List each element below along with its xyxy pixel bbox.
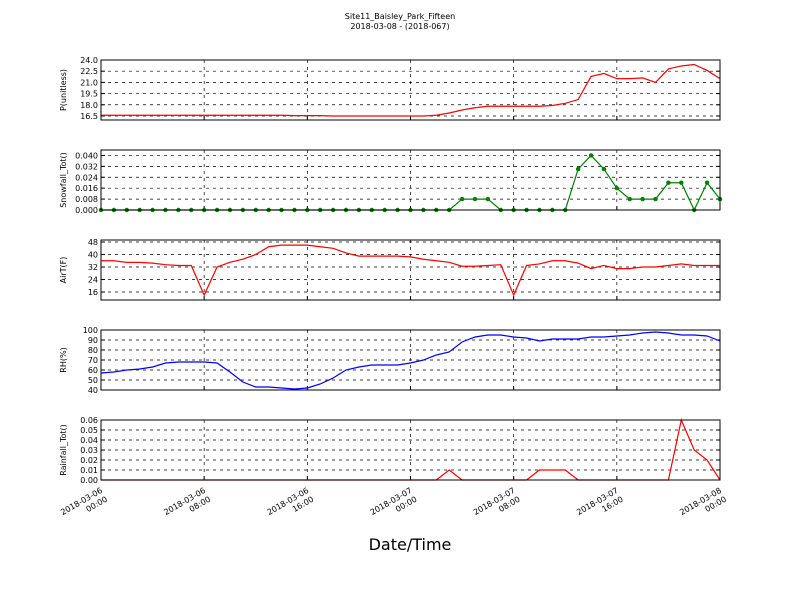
marker xyxy=(704,180,710,185)
y-tick-label: 0.01 xyxy=(80,466,98,475)
y-tick-label: 40 xyxy=(88,386,98,395)
y-tick-label: 0.040 xyxy=(75,151,98,160)
marker xyxy=(679,180,684,185)
x-tick-label: 2018-03-0716:00 xyxy=(575,486,625,526)
plot-frame xyxy=(100,329,721,391)
x-tick-label: 2018-03-0608:00 xyxy=(162,486,212,526)
marker xyxy=(575,166,581,172)
y-tick-label: 80 xyxy=(88,346,98,355)
y-tick-label: 48 xyxy=(88,238,98,247)
marker xyxy=(666,180,671,185)
plot-frame xyxy=(100,149,721,211)
marker xyxy=(601,166,607,172)
y-tick-label: 0.05 xyxy=(80,426,98,435)
x-tick-label: 2018-03-0800:00 xyxy=(678,486,728,526)
y-tick-label: 0.04 xyxy=(80,436,98,445)
y-tick-label: 50 xyxy=(88,376,98,385)
marker xyxy=(472,196,478,202)
marker xyxy=(627,196,632,202)
x-tick-label: 2018-03-0700:00 xyxy=(369,486,419,526)
plot-frame xyxy=(100,419,721,481)
y-tick-label: 0.032 xyxy=(75,162,98,171)
y-axis-label: Rainfall_Tot() xyxy=(59,424,68,476)
y-axis-label: P(unitless) xyxy=(59,69,68,111)
y-tick-label: 60 xyxy=(88,366,98,375)
marker xyxy=(614,185,620,191)
y-tick-label: 0.000 xyxy=(75,206,98,215)
y-tick-label: 0.008 xyxy=(75,195,98,204)
marker xyxy=(653,196,658,202)
y-tick-label: 18.0 xyxy=(80,101,98,110)
marker xyxy=(485,196,491,202)
y-tick-label: 22.5 xyxy=(80,67,98,76)
x-tick-label: 2018-03-0708:00 xyxy=(472,486,522,526)
y-tick-label: 90 xyxy=(88,336,98,345)
chart-subtitle: 2018-03-08 - (2018-067) xyxy=(350,22,449,31)
y-tick-label: 0.00 xyxy=(80,476,98,485)
y-tick-label: 0.03 xyxy=(80,446,98,455)
y-axis-label: AirT(F) xyxy=(59,257,68,284)
y-tick-label: 70 xyxy=(88,356,98,365)
x-tick-label: 2018-03-0616:00 xyxy=(266,486,316,526)
x-tick-label: 2018-03-0600:00 xyxy=(59,486,109,526)
y-tick-label: 32 xyxy=(88,263,98,272)
y-tick-label: 24 xyxy=(88,276,98,285)
y-tick-label: 19.5 xyxy=(80,90,98,99)
y-tick-label: 100 xyxy=(83,326,98,335)
y-tick-label: 16 xyxy=(88,288,98,297)
y-tick-label: 0.024 xyxy=(75,173,98,182)
marker xyxy=(588,153,594,158)
series-line xyxy=(101,244,720,297)
y-tick-label: 0.06 xyxy=(80,416,98,425)
y-tick-label: 21.0 xyxy=(80,78,98,87)
series-line xyxy=(100,331,721,390)
y-axis-label: Snowfall_Tot() xyxy=(59,152,68,208)
chart-title: Site11_Baisley_Park_Fifteen xyxy=(345,12,455,21)
marker xyxy=(459,196,465,202)
x-axis-label: Date/Time xyxy=(369,535,452,554)
y-tick-label: 0.02 xyxy=(80,456,98,465)
y-tick-label: 24.0 xyxy=(80,56,98,65)
plot-frame xyxy=(100,59,721,121)
y-tick-label: 40 xyxy=(88,251,98,260)
y-tick-label: 0.016 xyxy=(75,184,98,193)
y-tick-label: 16.5 xyxy=(80,112,98,121)
series-line xyxy=(101,63,721,117)
plot-frame xyxy=(100,239,721,301)
marker xyxy=(640,196,645,202)
y-axis-label: RH(%) xyxy=(59,347,68,372)
